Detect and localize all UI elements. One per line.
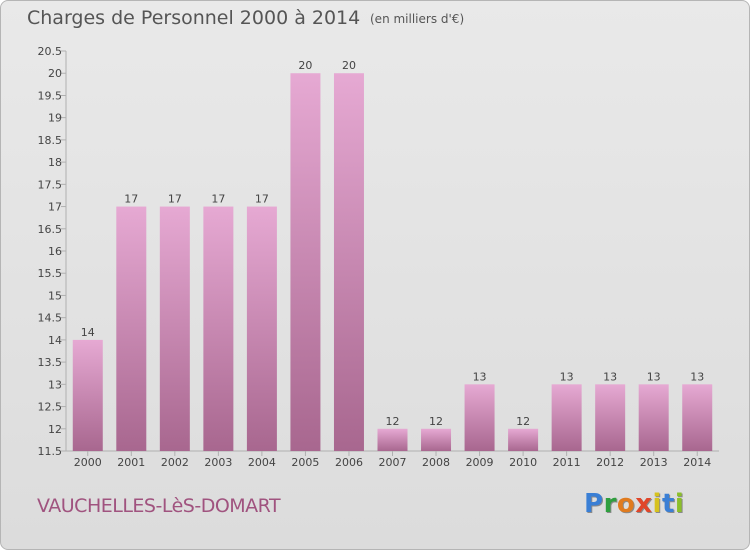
x-tick-label-2013: 2013 <box>640 456 668 469</box>
bar-2005 <box>290 73 321 451</box>
y-tick-label: 20.5 <box>38 45 63 58</box>
x-tick-label-2000: 2000 <box>74 456 102 469</box>
x-tick-label-2002: 2002 <box>161 456 189 469</box>
x-tick-label-2010: 2010 <box>509 456 537 469</box>
y-tick-label: 12 <box>48 423 62 436</box>
y-tick-label: 17 <box>48 201 62 214</box>
bar-2013 <box>638 384 669 451</box>
y-tick-label: 13 <box>48 378 62 391</box>
data-label-2013: 13 <box>647 370 661 383</box>
logo-letter: o <box>616 489 636 519</box>
bar-2012 <box>595 384 626 451</box>
data-label-2000: 14 <box>81 326 95 339</box>
logo-letter: i <box>674 489 685 519</box>
x-tick-label-2001: 2001 <box>117 456 145 469</box>
logo-letter: P <box>584 489 604 519</box>
y-tick-label: 11.5 <box>38 445 63 458</box>
bar-2009 <box>464 384 495 451</box>
y-tick-label: 16 <box>48 245 62 258</box>
y-tick-label: 18.5 <box>38 134 63 147</box>
x-tick-label-2012: 2012 <box>596 456 624 469</box>
y-tick-label: 13.5 <box>38 356 63 369</box>
data-label-2006: 20 <box>342 59 356 72</box>
x-tick-label-2011: 2011 <box>553 456 581 469</box>
y-tick-label: 15.5 <box>38 267 63 280</box>
data-label-2008: 12 <box>429 415 443 428</box>
bar-2011 <box>551 384 582 451</box>
y-tick-label: 18 <box>48 156 62 169</box>
y-tick-label: 19 <box>48 112 62 125</box>
proxiti-logo: Proxiti <box>584 489 684 519</box>
data-label-2003: 17 <box>211 193 225 206</box>
x-tick-label-2007: 2007 <box>379 456 407 469</box>
bar-2002 <box>159 206 190 451</box>
bar-2007 <box>377 428 408 451</box>
x-tick-label-2008: 2008 <box>422 456 450 469</box>
bar-2000 <box>72 339 103 451</box>
logo-letter: t <box>661 489 675 519</box>
bar-2008 <box>421 428 452 451</box>
bar-2014 <box>682 384 713 451</box>
y-tick-label: 14.5 <box>38 312 63 325</box>
x-tick-label-2006: 2006 <box>335 456 363 469</box>
data-label-2010: 12 <box>516 415 530 428</box>
y-tick-label: 15 <box>48 289 62 302</box>
y-tick-label: 19.5 <box>38 89 63 102</box>
data-label-2007: 12 <box>386 415 400 428</box>
chart-title: Charges de Personnel 2000 à 2014 <box>27 7 361 29</box>
x-tick-label-2004: 2004 <box>248 456 276 469</box>
x-tick-label-2003: 2003 <box>204 456 232 469</box>
x-tick-label-2014: 2014 <box>683 456 711 469</box>
bar-2001 <box>116 206 147 451</box>
data-label-2012: 13 <box>603 370 617 383</box>
data-label-2009: 13 <box>473 370 487 383</box>
logo-letter: x <box>635 489 653 519</box>
data-label-2005: 20 <box>298 59 312 72</box>
bar-2010 <box>508 428 539 451</box>
y-tick-label: 20 <box>48 67 62 80</box>
x-tick-label-2009: 2009 <box>466 456 494 469</box>
data-label-2002: 17 <box>168 193 182 206</box>
bar-2004 <box>246 206 277 451</box>
y-tick-label: 14 <box>48 334 62 347</box>
y-tick-label: 17.5 <box>38 178 63 191</box>
city-name: VAUCHELLES-LèS-DOMART <box>37 495 281 517</box>
bar-2006 <box>333 73 364 451</box>
y-tick-label: 12.5 <box>38 401 63 414</box>
data-label-2004: 17 <box>255 193 269 206</box>
data-label-2011: 13 <box>560 370 574 383</box>
data-label-2014: 13 <box>690 370 704 383</box>
logo-letter: i <box>652 489 662 519</box>
y-tick-label: 16.5 <box>38 223 63 236</box>
bar-2003 <box>203 206 234 451</box>
logo-letter: r <box>603 489 617 519</box>
x-tick-label-2005: 2005 <box>291 456 319 469</box>
chart-subtitle: (en milliers d'€) <box>370 12 465 26</box>
data-label-2001: 17 <box>124 193 138 206</box>
